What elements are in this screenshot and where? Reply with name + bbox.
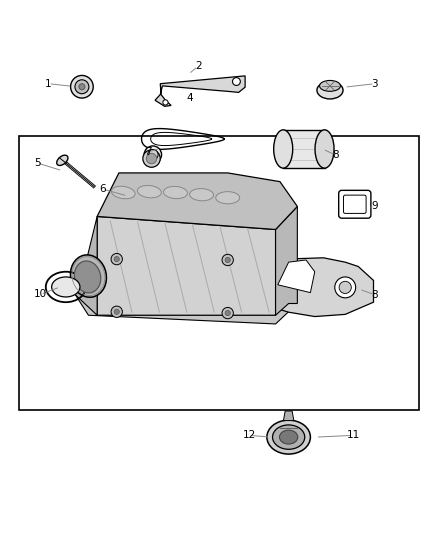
Bar: [19, 136, 419, 410]
Ellipse shape: [111, 186, 135, 199]
Circle shape: [114, 309, 119, 314]
Polygon shape: [97, 173, 297, 230]
Polygon shape: [276, 206, 297, 315]
Circle shape: [163, 100, 168, 105]
Ellipse shape: [279, 430, 298, 444]
Circle shape: [222, 308, 233, 319]
Circle shape: [335, 277, 356, 298]
Text: 9: 9: [371, 201, 378, 212]
Text: 3: 3: [371, 79, 378, 88]
Circle shape: [148, 149, 158, 160]
Polygon shape: [260, 258, 374, 317]
Ellipse shape: [272, 425, 305, 449]
Ellipse shape: [74, 261, 101, 293]
Circle shape: [233, 78, 240, 85]
Circle shape: [111, 306, 122, 318]
Circle shape: [225, 257, 230, 263]
Polygon shape: [283, 411, 294, 421]
Polygon shape: [75, 216, 97, 315]
Ellipse shape: [267, 420, 311, 454]
Circle shape: [111, 254, 122, 265]
Ellipse shape: [57, 155, 68, 165]
Ellipse shape: [216, 192, 240, 204]
Circle shape: [146, 154, 157, 164]
Text: 11: 11: [346, 430, 360, 440]
Polygon shape: [155, 76, 245, 107]
Text: 4: 4: [186, 93, 193, 103]
Circle shape: [114, 256, 119, 262]
Ellipse shape: [52, 277, 80, 297]
Circle shape: [339, 281, 351, 294]
Ellipse shape: [274, 130, 293, 168]
Circle shape: [143, 150, 160, 167]
Polygon shape: [75, 259, 297, 324]
Text: 8: 8: [332, 150, 339, 160]
Text: 7: 7: [145, 147, 152, 157]
Circle shape: [79, 84, 85, 90]
Polygon shape: [278, 260, 315, 293]
Circle shape: [225, 310, 230, 316]
Text: 1: 1: [45, 79, 52, 88]
Text: 2: 2: [195, 61, 201, 71]
Circle shape: [222, 254, 233, 265]
Text: 6: 6: [99, 184, 106, 194]
Circle shape: [71, 76, 93, 98]
Ellipse shape: [163, 187, 187, 199]
Ellipse shape: [71, 255, 106, 297]
Ellipse shape: [138, 185, 161, 198]
Ellipse shape: [320, 80, 340, 91]
Polygon shape: [97, 216, 276, 315]
Circle shape: [144, 146, 162, 163]
Text: 8: 8: [371, 290, 378, 300]
Text: 10: 10: [34, 289, 47, 300]
Ellipse shape: [315, 130, 334, 168]
Text: 5: 5: [34, 158, 40, 168]
Ellipse shape: [317, 82, 343, 99]
Ellipse shape: [190, 189, 214, 201]
Circle shape: [75, 80, 89, 94]
Text: 12: 12: [243, 430, 256, 440]
Bar: [283, 130, 325, 168]
